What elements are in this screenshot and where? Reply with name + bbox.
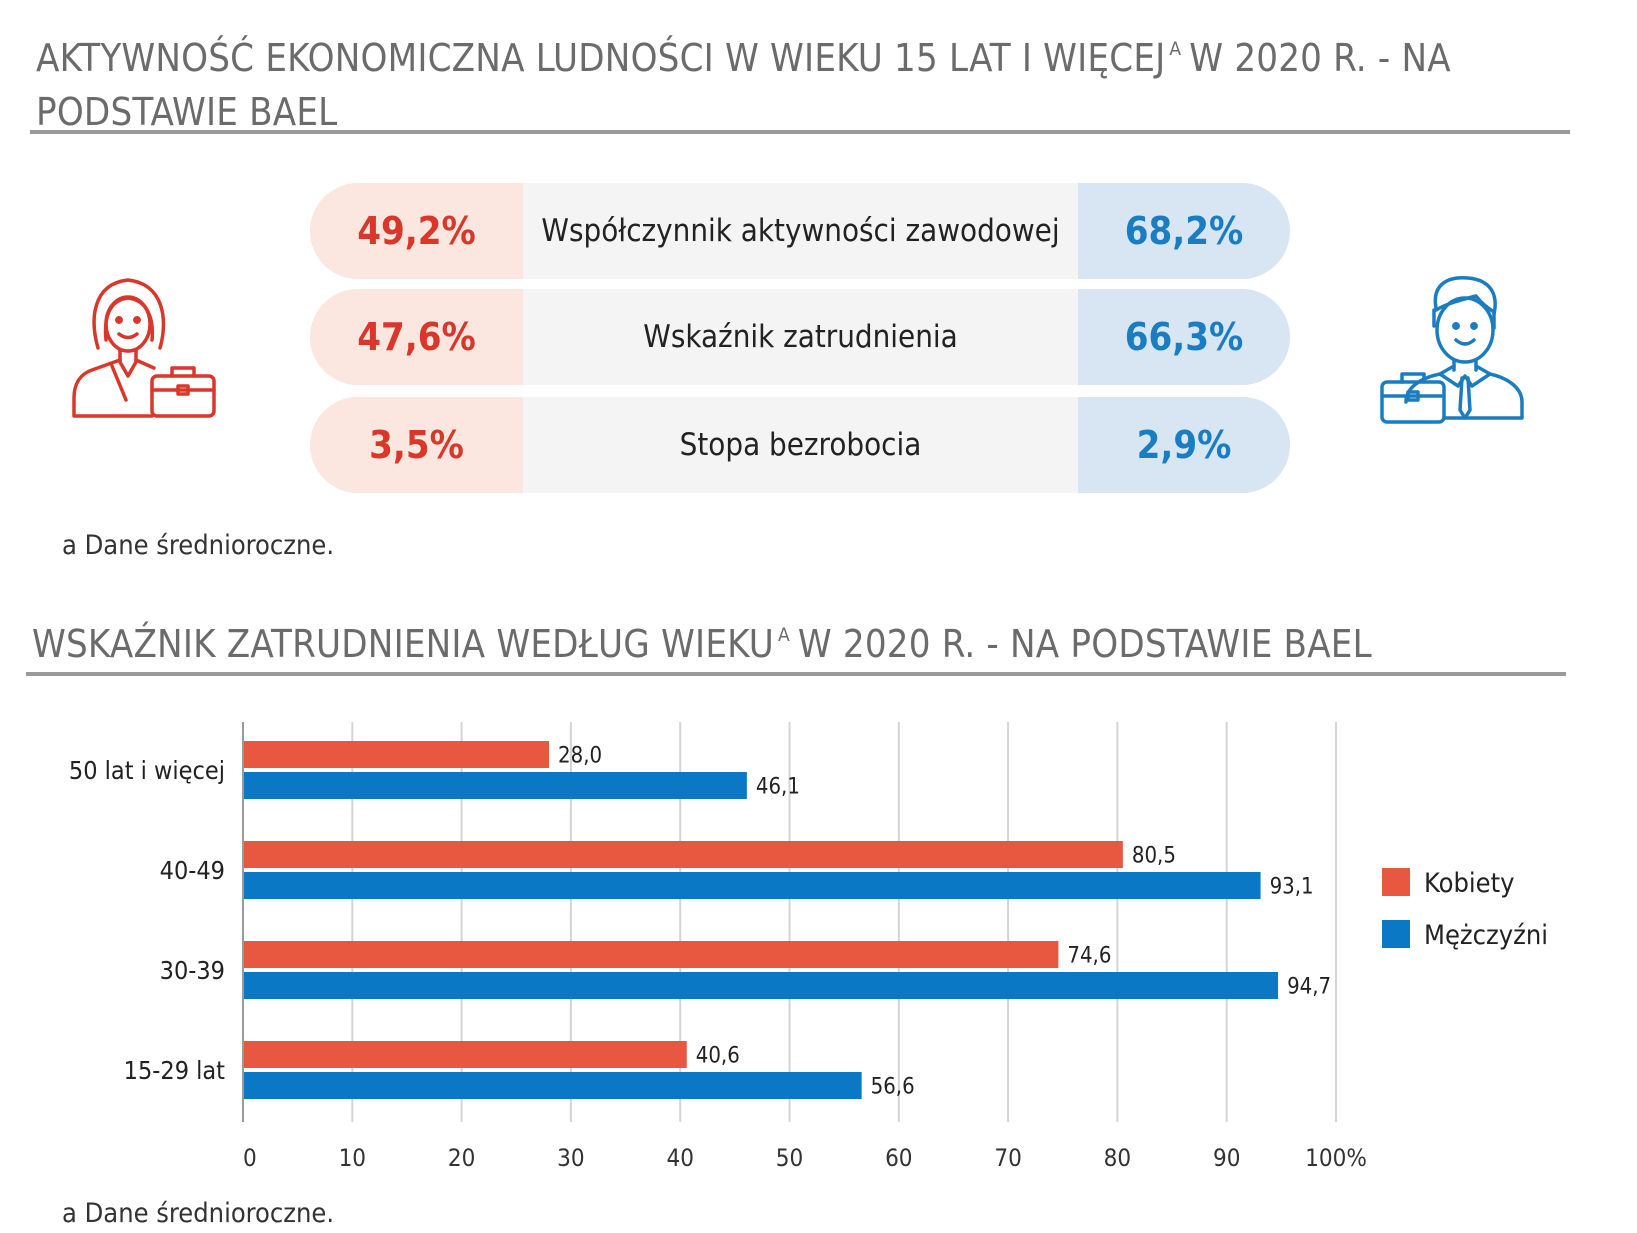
legend-swatch bbox=[1382, 920, 1410, 948]
bar-female bbox=[244, 1041, 687, 1068]
x-tick-label: 20 bbox=[448, 1144, 475, 1172]
stat-label: Stopa bezrobocia bbox=[679, 427, 922, 463]
data-label: 74,6 bbox=[1067, 944, 1111, 969]
man-with-briefcase-icon bbox=[1380, 276, 1524, 424]
category-label: 30-39 bbox=[160, 956, 225, 985]
stat-pill bbox=[310, 397, 1290, 493]
chart-section-title: WSKAŹNIK ZATRUDNIENIA WEDŁUG WIEKU a W 202… bbox=[32, 608, 1372, 671]
bar-female bbox=[244, 841, 1123, 868]
female-value: 3,5% bbox=[369, 423, 464, 467]
category-label: 15-29 lat bbox=[124, 1056, 226, 1085]
bar-male bbox=[244, 972, 1279, 999]
title-footnote-marker: a bbox=[1169, 38, 1182, 60]
stat-label: Współczynnik aktywności zawodowej bbox=[541, 213, 1060, 249]
male-value: 68,2% bbox=[1124, 209, 1244, 253]
page-title: AKTYWNOŚĆ EKONOMICZNA LUDNOŚCI W WIEKU 1… bbox=[36, 22, 1496, 139]
stat-pill bbox=[310, 183, 1290, 279]
category-label: 40-49 bbox=[160, 856, 225, 885]
x-tick-label: 30 bbox=[557, 1144, 584, 1172]
bar-female bbox=[244, 941, 1059, 968]
data-label: 46,1 bbox=[756, 775, 800, 800]
title-text-rest: W 2020 R. - NA PODSTAWIE BAEL bbox=[36, 36, 1451, 134]
stat-row-employment-rate: 47,6% Wskaźnik zatrudnienia 66,3% bbox=[310, 289, 1290, 385]
x-tick-label: 60 bbox=[885, 1144, 912, 1172]
x-tick-label: 50 bbox=[776, 1144, 803, 1172]
data-label: 94,7 bbox=[1287, 975, 1331, 1000]
chart-footnote: a Dane średnioroczne. bbox=[62, 1198, 335, 1229]
bar-male bbox=[244, 1072, 862, 1099]
footnote: a Dane średnioroczne. bbox=[62, 530, 335, 561]
x-tick-label: 10 bbox=[339, 1144, 366, 1172]
x-tick-label: 0 bbox=[243, 1144, 257, 1172]
female-value: 49,2% bbox=[357, 209, 476, 253]
bar-male bbox=[244, 772, 747, 799]
x-tick-label: 90 bbox=[1213, 1144, 1240, 1172]
category-label: 50 lat i więcej bbox=[69, 756, 225, 785]
data-label: 93,1 bbox=[1270, 875, 1314, 900]
title-divider bbox=[30, 130, 1570, 134]
title-text: AKTYWNOŚĆ EKONOMICZNA LUDNOŚCI W WIEKU 1… bbox=[36, 36, 1166, 80]
legend-label: Kobiety bbox=[1424, 868, 1514, 899]
x-tick-label: 100% bbox=[1305, 1144, 1367, 1172]
data-label: 80,5 bbox=[1132, 844, 1176, 869]
stat-row-activity-rate: 49,2% Współczynnik aktywności zawodowej … bbox=[310, 183, 1290, 279]
chart-title-divider bbox=[26, 672, 1566, 676]
male-value: 2,9% bbox=[1136, 423, 1232, 467]
bar-male bbox=[244, 872, 1261, 899]
legend-swatch bbox=[1382, 868, 1410, 896]
x-tick-label: 70 bbox=[994, 1144, 1021, 1172]
employment-rate-bar-chart: 0 10 20 30 40 50 60 70 80 90 100% 50 lat i więcej 28… bbox=[69, 722, 1548, 1172]
woman-with-briefcase-icon bbox=[72, 278, 216, 418]
x-tick-label: 40 bbox=[666, 1144, 693, 1172]
stat-label: Wskaźnik zatrudnienia bbox=[643, 319, 958, 355]
female-value: 47,6% bbox=[357, 315, 476, 359]
male-value: 66,3% bbox=[1124, 315, 1244, 359]
x-tick-label: 80 bbox=[1104, 1144, 1131, 1172]
bar-female bbox=[244, 741, 550, 768]
data-label: 40,6 bbox=[696, 1044, 740, 1069]
chart-title-footnote-marker: a bbox=[777, 624, 790, 646]
stat-pill bbox=[310, 289, 1290, 385]
chart-title-text: WSKAŹNIK ZATRUDNIENIA WEDŁUG WIEKU bbox=[32, 622, 774, 666]
chart-title-text-rest: W 2020 R. - NA PODSTAWIE BAEL bbox=[797, 622, 1372, 666]
data-label: 56,6 bbox=[871, 1075, 915, 1100]
legend-label: Mężczyźni bbox=[1424, 920, 1548, 951]
stat-row-unemployment-rate: 3,5% Stopa bezrobocia 2,9% bbox=[310, 397, 1290, 493]
data-label: 28,0 bbox=[558, 744, 602, 769]
